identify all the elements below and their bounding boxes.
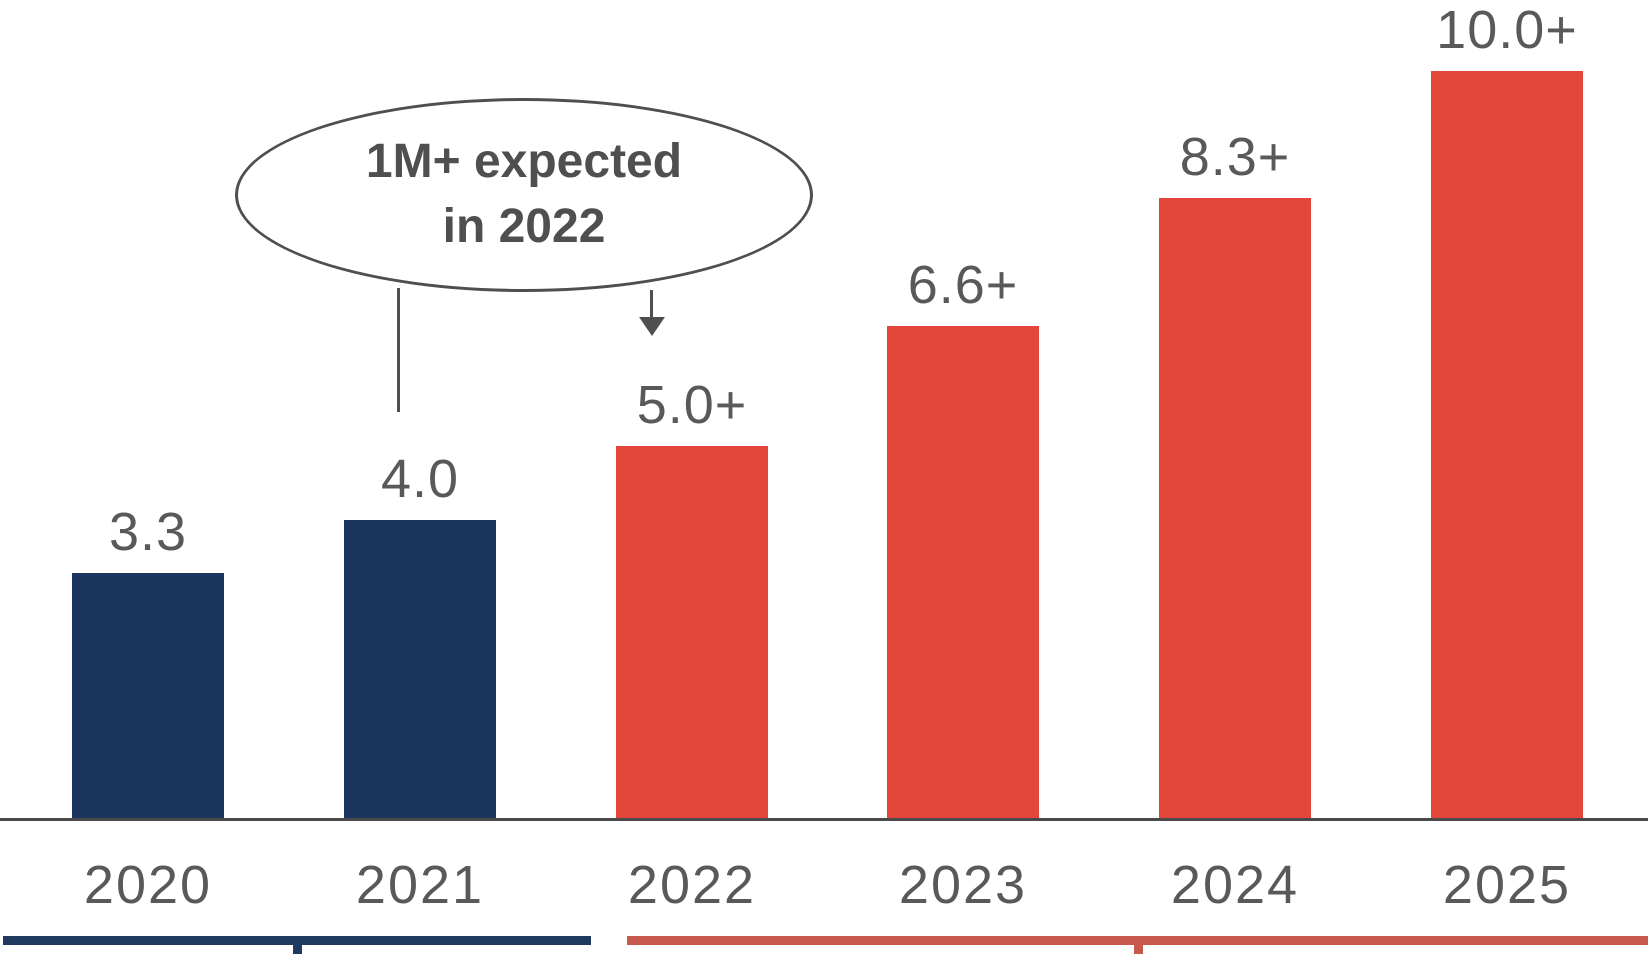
value-label-2021: 4.0	[380, 449, 460, 510]
callout-text-line1: 1M+ expected	[365, 135, 683, 189]
value-label-2020: 3.3	[108, 501, 188, 562]
callout-connector-line	[397, 288, 400, 412]
category-label-2020: 2020	[83, 855, 213, 915]
group-bracket-2020-2021-stem	[293, 941, 302, 954]
category-label-2024: 2024	[1170, 855, 1300, 915]
value-label-2023: 6.6+	[907, 254, 1019, 315]
bar-2025	[1431, 71, 1583, 820]
bar-2024	[1159, 198, 1311, 820]
bar-2023	[887, 325, 1039, 820]
bar-2021	[344, 520, 496, 820]
callout-text-line2: in 2022	[442, 200, 606, 253]
x-axis-line	[0, 818, 1648, 821]
category-label-2023: 2023	[898, 855, 1028, 915]
callout-arrow-icon	[639, 317, 665, 336]
bar-2022	[616, 445, 768, 820]
category-label-2025: 2025	[1442, 855, 1572, 915]
group-bracket-2020-2021	[3, 936, 591, 945]
value-label-2022: 5.0+	[636, 374, 748, 435]
category-label-2022: 2022	[627, 855, 757, 915]
callout-ellipse: 1M+ expected in 2022	[235, 98, 813, 292]
group-bracket-2022-2025	[627, 936, 1648, 945]
value-label-2025: 10.0+	[1436, 0, 1578, 60]
category-label-2021: 2021	[355, 855, 485, 915]
bar-2020	[72, 572, 224, 820]
value-label-2024: 8.3+	[1179, 127, 1291, 188]
group-bracket-2022-2025-stem	[1133, 941, 1143, 954]
callout-arrow-shaft	[650, 290, 653, 318]
